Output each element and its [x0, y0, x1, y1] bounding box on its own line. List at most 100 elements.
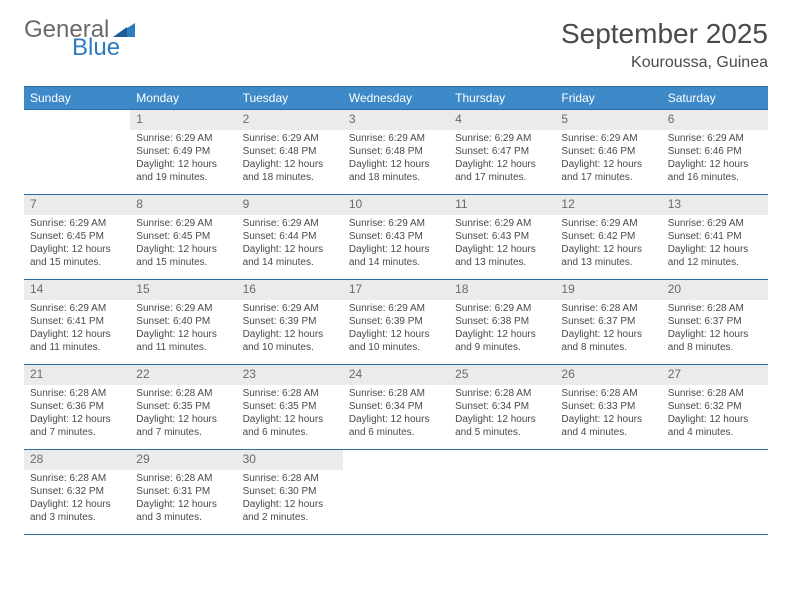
day-details: Sunrise: 6:29 AMSunset: 6:46 PMDaylight:… [662, 130, 768, 190]
day-cell: 26Sunrise: 6:28 AMSunset: 6:33 PMDayligh… [555, 365, 661, 449]
day-details: Sunrise: 6:29 AMSunset: 6:39 PMDaylight:… [343, 300, 449, 360]
day-cell: 23Sunrise: 6:28 AMSunset: 6:35 PMDayligh… [237, 365, 343, 449]
sunrise-text: Sunrise: 6:28 AM [136, 387, 230, 400]
sunset-text: Sunset: 6:35 PM [243, 400, 337, 413]
week-row: 21Sunrise: 6:28 AMSunset: 6:36 PMDayligh… [24, 365, 768, 450]
day-number: 28 [24, 450, 130, 470]
day-details: Sunrise: 6:29 AMSunset: 6:45 PMDaylight:… [24, 215, 130, 275]
day-cell: 15Sunrise: 6:29 AMSunset: 6:40 PMDayligh… [130, 280, 236, 364]
daylight-text: Daylight: 12 hours and 10 minutes. [349, 328, 443, 354]
sunset-text: Sunset: 6:43 PM [349, 230, 443, 243]
sunset-text: Sunset: 6:41 PM [668, 230, 762, 243]
sunrise-text: Sunrise: 6:29 AM [561, 132, 655, 145]
day-number: 15 [130, 280, 236, 300]
day-number: 3 [343, 110, 449, 130]
weekday-header-row: Sunday Monday Tuesday Wednesday Thursday… [24, 86, 768, 110]
day-cell [555, 450, 661, 534]
sunrise-text: Sunrise: 6:29 AM [136, 217, 230, 230]
day-cell: 29Sunrise: 6:28 AMSunset: 6:31 PMDayligh… [130, 450, 236, 534]
sunset-text: Sunset: 6:33 PM [561, 400, 655, 413]
daylight-text: Daylight: 12 hours and 2 minutes. [243, 498, 337, 524]
brand-word2: Blue [72, 36, 120, 60]
sunset-text: Sunset: 6:45 PM [30, 230, 124, 243]
day-details: Sunrise: 6:29 AMSunset: 6:49 PMDaylight:… [130, 130, 236, 190]
daylight-text: Daylight: 12 hours and 4 minutes. [668, 413, 762, 439]
daylight-text: Daylight: 12 hours and 15 minutes. [136, 243, 230, 269]
day-number: 27 [662, 365, 768, 385]
day-details: Sunrise: 6:28 AMSunset: 6:30 PMDaylight:… [237, 470, 343, 530]
day-number: 18 [449, 280, 555, 300]
day-number: 17 [343, 280, 449, 300]
day-details: Sunrise: 6:28 AMSunset: 6:35 PMDaylight:… [237, 385, 343, 445]
sunrise-text: Sunrise: 6:28 AM [561, 302, 655, 315]
sunrise-text: Sunrise: 6:29 AM [668, 217, 762, 230]
day-details: Sunrise: 6:28 AMSunset: 6:31 PMDaylight:… [130, 470, 236, 530]
day-details: Sunrise: 6:29 AMSunset: 6:47 PMDaylight:… [449, 130, 555, 190]
sunset-text: Sunset: 6:31 PM [136, 485, 230, 498]
sunset-text: Sunset: 6:48 PM [349, 145, 443, 158]
sunrise-text: Sunrise: 6:29 AM [561, 217, 655, 230]
sunrise-text: Sunrise: 6:28 AM [455, 387, 549, 400]
day-details: Sunrise: 6:28 AMSunset: 6:36 PMDaylight:… [24, 385, 130, 445]
day-details: Sunrise: 6:29 AMSunset: 6:45 PMDaylight:… [130, 215, 236, 275]
day-cell: 2Sunrise: 6:29 AMSunset: 6:48 PMDaylight… [237, 110, 343, 194]
day-number: 30 [237, 450, 343, 470]
sunrise-text: Sunrise: 6:29 AM [349, 132, 443, 145]
daylight-text: Daylight: 12 hours and 12 minutes. [668, 243, 762, 269]
sunset-text: Sunset: 6:48 PM [243, 145, 337, 158]
day-cell: 30Sunrise: 6:28 AMSunset: 6:30 PMDayligh… [237, 450, 343, 534]
day-details: Sunrise: 6:29 AMSunset: 6:48 PMDaylight:… [343, 130, 449, 190]
weeks-container: 1Sunrise: 6:29 AMSunset: 6:49 PMDaylight… [24, 110, 768, 535]
sunset-text: Sunset: 6:45 PM [136, 230, 230, 243]
sunset-text: Sunset: 6:46 PM [561, 145, 655, 158]
day-cell: 20Sunrise: 6:28 AMSunset: 6:37 PMDayligh… [662, 280, 768, 364]
sunrise-text: Sunrise: 6:29 AM [30, 217, 124, 230]
sunset-text: Sunset: 6:40 PM [136, 315, 230, 328]
sunset-text: Sunset: 6:38 PM [455, 315, 549, 328]
day-cell: 17Sunrise: 6:29 AMSunset: 6:39 PMDayligh… [343, 280, 449, 364]
week-row: 14Sunrise: 6:29 AMSunset: 6:41 PMDayligh… [24, 280, 768, 365]
day-cell: 3Sunrise: 6:29 AMSunset: 6:48 PMDaylight… [343, 110, 449, 194]
sunrise-text: Sunrise: 6:29 AM [455, 132, 549, 145]
daylight-text: Daylight: 12 hours and 18 minutes. [243, 158, 337, 184]
day-cell [662, 450, 768, 534]
day-cell: 14Sunrise: 6:29 AMSunset: 6:41 PMDayligh… [24, 280, 130, 364]
day-cell: 10Sunrise: 6:29 AMSunset: 6:43 PMDayligh… [343, 195, 449, 279]
sunset-text: Sunset: 6:37 PM [668, 315, 762, 328]
sunset-text: Sunset: 6:34 PM [455, 400, 549, 413]
day-cell: 28Sunrise: 6:28 AMSunset: 6:32 PMDayligh… [24, 450, 130, 534]
day-cell: 9Sunrise: 6:29 AMSunset: 6:44 PMDaylight… [237, 195, 343, 279]
sunrise-text: Sunrise: 6:28 AM [561, 387, 655, 400]
day-details: Sunrise: 6:29 AMSunset: 6:46 PMDaylight:… [555, 130, 661, 190]
sunrise-text: Sunrise: 6:28 AM [349, 387, 443, 400]
day-number: 5 [555, 110, 661, 130]
day-details: Sunrise: 6:28 AMSunset: 6:34 PMDaylight:… [343, 385, 449, 445]
location: Kouroussa, Guinea [561, 54, 768, 72]
weekday-header: Monday [130, 87, 236, 109]
daylight-text: Daylight: 12 hours and 15 minutes. [30, 243, 124, 269]
page-title: September 2025 [561, 18, 768, 50]
day-details: Sunrise: 6:29 AMSunset: 6:41 PMDaylight:… [24, 300, 130, 360]
day-cell: 24Sunrise: 6:28 AMSunset: 6:34 PMDayligh… [343, 365, 449, 449]
day-cell: 8Sunrise: 6:29 AMSunset: 6:45 PMDaylight… [130, 195, 236, 279]
day-number: 14 [24, 280, 130, 300]
day-number: 7 [24, 195, 130, 215]
day-details: Sunrise: 6:28 AMSunset: 6:37 PMDaylight:… [662, 300, 768, 360]
daylight-text: Daylight: 12 hours and 13 minutes. [561, 243, 655, 269]
day-details: Sunrise: 6:28 AMSunset: 6:33 PMDaylight:… [555, 385, 661, 445]
sunrise-text: Sunrise: 6:28 AM [243, 472, 337, 485]
daylight-text: Daylight: 12 hours and 6 minutes. [349, 413, 443, 439]
day-number: 21 [24, 365, 130, 385]
day-details: Sunrise: 6:28 AMSunset: 6:32 PMDaylight:… [662, 385, 768, 445]
day-number: 16 [237, 280, 343, 300]
title-block: September 2025 Kouroussa, Guinea [561, 18, 768, 72]
day-cell: 25Sunrise: 6:28 AMSunset: 6:34 PMDayligh… [449, 365, 555, 449]
weekday-header: Tuesday [237, 87, 343, 109]
daylight-text: Daylight: 12 hours and 6 minutes. [243, 413, 337, 439]
sunrise-text: Sunrise: 6:29 AM [136, 302, 230, 315]
day-cell: 5Sunrise: 6:29 AMSunset: 6:46 PMDaylight… [555, 110, 661, 194]
week-row: 7Sunrise: 6:29 AMSunset: 6:45 PMDaylight… [24, 195, 768, 280]
sunrise-text: Sunrise: 6:29 AM [243, 217, 337, 230]
day-cell: 4Sunrise: 6:29 AMSunset: 6:47 PMDaylight… [449, 110, 555, 194]
daylight-text: Daylight: 12 hours and 18 minutes. [349, 158, 443, 184]
